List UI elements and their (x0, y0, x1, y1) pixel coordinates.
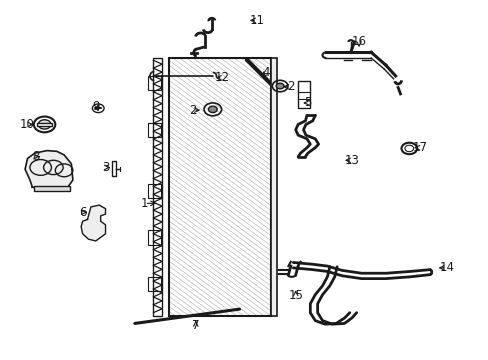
Text: 15: 15 (287, 289, 303, 302)
Bar (34, 186, 70, 192)
Bar (168, 58, 271, 316)
Bar (148, 277, 160, 291)
Polygon shape (81, 205, 105, 241)
Polygon shape (25, 150, 73, 191)
Bar (148, 123, 160, 137)
Circle shape (276, 83, 284, 89)
Text: 7: 7 (192, 319, 199, 332)
Text: 6: 6 (79, 206, 86, 219)
Bar (112, 161, 116, 176)
Text: 2: 2 (286, 80, 294, 93)
Text: 13: 13 (344, 154, 359, 167)
Text: 10: 10 (20, 118, 35, 131)
Bar (271, 58, 277, 316)
Text: 2: 2 (189, 104, 197, 117)
Circle shape (208, 106, 217, 113)
Text: 1: 1 (141, 197, 148, 210)
Circle shape (38, 120, 51, 129)
Bar (37, 123, 52, 126)
Bar (148, 184, 160, 198)
Text: 14: 14 (438, 261, 453, 274)
Bar (153, 58, 162, 316)
Text: 3: 3 (102, 161, 109, 174)
Text: 11: 11 (249, 14, 264, 27)
Bar (148, 230, 160, 244)
Text: 12: 12 (215, 71, 229, 84)
Text: 17: 17 (412, 141, 427, 154)
Text: 5: 5 (304, 96, 311, 109)
Text: 16: 16 (351, 35, 366, 49)
Bar (148, 76, 160, 90)
Bar (298, 81, 310, 108)
Text: 4: 4 (262, 66, 270, 79)
Text: 9: 9 (92, 100, 100, 113)
Text: 8: 8 (33, 150, 40, 163)
